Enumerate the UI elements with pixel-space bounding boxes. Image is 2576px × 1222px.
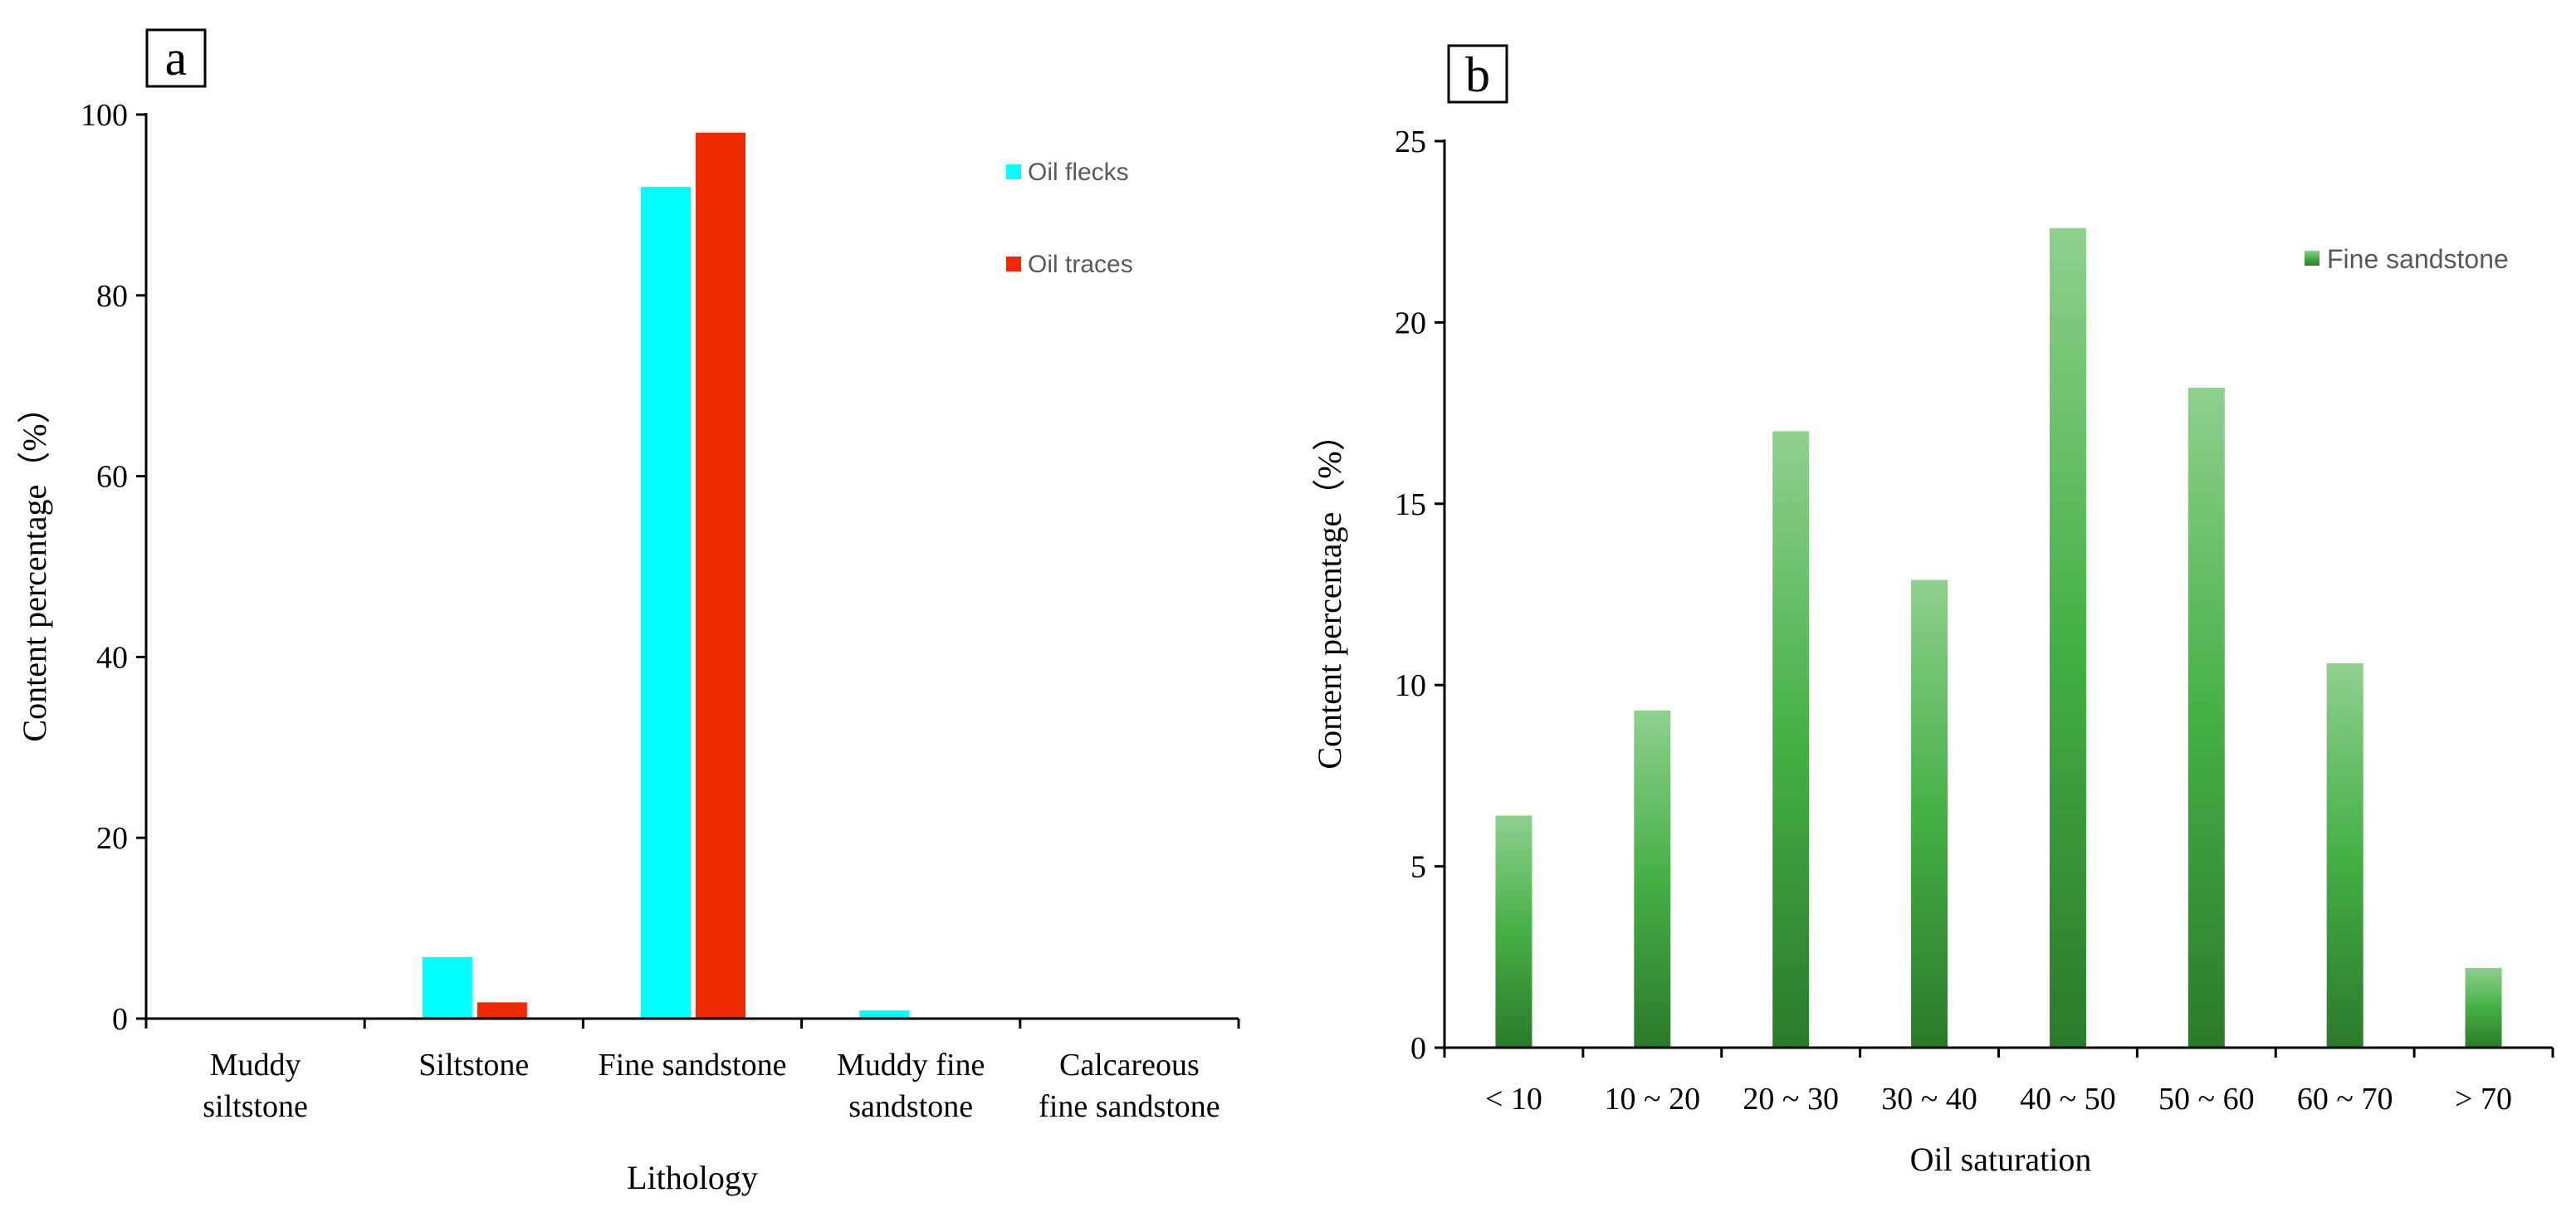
panel-a-x-category-label: Muddy fine sandstone xyxy=(837,1048,985,1124)
panel-b-x-category-label: 30 ~ 40 xyxy=(1881,1082,1977,1117)
panel-b-bars xyxy=(1495,227,2502,1048)
panel-b-x-axis-title: Oil saturation xyxy=(1910,1141,2092,1178)
panel-a-x-category-label: Fine sandstone xyxy=(599,1048,787,1083)
legend-label-fine-sandstone: Fine sandstone xyxy=(2327,244,2509,274)
panel-b-y-ticks: 0 5 10 15 20 25 xyxy=(1395,125,1444,1066)
bar-oil-flecks-siltstone xyxy=(422,956,472,1019)
panel-a-label-box xyxy=(145,28,207,88)
panel-a-bars xyxy=(422,132,910,1019)
panel-b-y-tick-label: 10 xyxy=(1395,668,1426,703)
panel-b-y-tick-label: 15 xyxy=(1395,487,1426,522)
legend-label-oil-traces: Oil traces xyxy=(1028,251,1133,278)
panel-b-y-tick-label: 20 xyxy=(1395,306,1426,340)
panel-a-x-category-label: Calcareous fine sandstone xyxy=(1039,1048,1220,1124)
panel-b-y-tick-label: 25 xyxy=(1395,125,1426,159)
panel-a-x-category-label: Siltstone xyxy=(418,1048,529,1083)
panel-a-legend: Oil flecks Oil traces xyxy=(1006,159,1133,278)
bar-oil-traces-fine-sandstone xyxy=(696,132,745,1019)
bar-fine-sandstone-40-50 xyxy=(2049,227,2086,1048)
legend-label-oil-flecks: Oil flecks xyxy=(1028,159,1129,186)
bar-oil-flecks-muddy-fine-sandstone xyxy=(859,1010,910,1019)
bar-fine-sandstone-50-60 xyxy=(2187,388,2225,1048)
bar-fine-sandstone-20-30 xyxy=(1772,431,1810,1048)
panel-b-label: b xyxy=(1465,47,1490,102)
panel-a: a 0 20 40 60 80 100 Muddy siltstone Siltstone Fi… xyxy=(16,28,1240,1196)
panel-b-y-tick-label: 0 xyxy=(1410,1031,1426,1066)
panel-b-y-tick-label: 5 xyxy=(1410,850,1426,885)
panel-b: b 0 5 10 15 20 25 < 10 10 ~ 20 20 ~ 30 30 ~ 40 40… xyxy=(1311,44,2554,1178)
panel-b-x-category-label: 60 ~ 70 xyxy=(2297,1082,2393,1117)
bar-fine-sandstone-60-70 xyxy=(2326,662,2363,1048)
panel-b-x-category-label: 20 ~ 30 xyxy=(1743,1082,1839,1117)
panel-b-legend: Fine sandstone xyxy=(2305,244,2509,274)
panel-b-x-category-label: 10 ~ 20 xyxy=(1605,1082,1701,1117)
panel-b-y-axis-title: Content percentage（%） xyxy=(1311,418,1348,769)
panel-a-y-ticks: 0 20 40 60 80 100 xyxy=(81,98,146,1037)
bar-fine-sandstone-30-40 xyxy=(1911,579,1948,1048)
panel-a-y-tick-label: 100 xyxy=(81,98,128,133)
panel-b-label-box xyxy=(1447,44,1508,104)
panel-a-x-categories: Muddy siltstone Siltstone Fine sandstone Mud… xyxy=(144,1019,1240,1124)
panel-a-y-axis-title: Content percentage（%） xyxy=(16,390,53,741)
panel-b-x-category-label: 40 ~ 50 xyxy=(2020,1082,2116,1117)
panel-a-x-category-label: Muddy siltstone xyxy=(203,1048,308,1124)
bar-fine-sandstone-10-20 xyxy=(1634,710,1671,1048)
bar-fine-sandstone-10 xyxy=(1495,815,1532,1048)
panel-a-y-tick-label: 20 xyxy=(96,821,128,856)
panel-b-x-category-label: 50 ~ 60 xyxy=(2158,1082,2255,1117)
bar-oil-flecks-fine-sandstone xyxy=(641,187,691,1019)
bar-oil-traces-siltstone xyxy=(477,1002,527,1019)
panel-a-y-tick-label: 60 xyxy=(96,460,128,495)
panel-b-x-categories: < 10 10 ~ 20 20 ~ 30 30 ~ 40 40 ~ 50 50 ~ 60 6… xyxy=(1443,1048,2554,1117)
panel-a-label: a xyxy=(165,31,188,86)
panel-a-x-axis-title: Lithology xyxy=(627,1159,758,1196)
panel-a-y-tick-label: 0 xyxy=(112,1002,128,1037)
bar-fine-sandstone-70 xyxy=(2465,967,2502,1048)
legend-swatch-oil-flecks xyxy=(1006,164,1021,179)
panel-b-x-category-label: < 10 xyxy=(1485,1082,1542,1117)
legend-swatch-fine-sandstone xyxy=(2305,251,2319,266)
panel-a-y-tick-label: 80 xyxy=(96,279,128,314)
legend-swatch-oil-traces xyxy=(1006,257,1021,271)
panel-a-y-tick-label: 40 xyxy=(96,640,128,675)
panel-b-x-category-label: > 70 xyxy=(2455,1082,2512,1117)
